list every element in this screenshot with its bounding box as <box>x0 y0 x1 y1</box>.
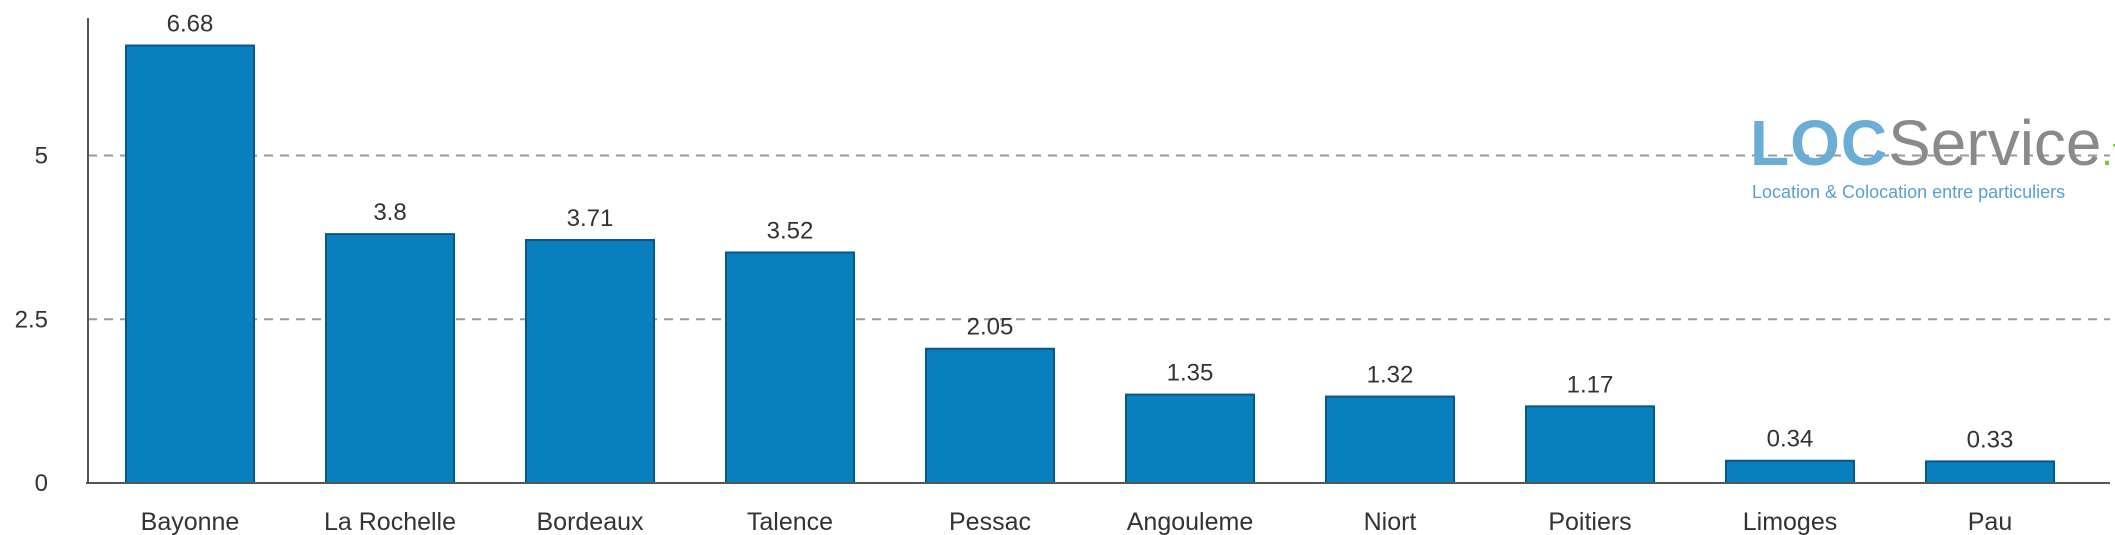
bar-value-label: 3.52 <box>767 217 814 244</box>
bar-value-label: 0.33 <box>1967 426 2014 453</box>
bar-pessac <box>925 347 1055 484</box>
x-category-label: Bordeaux <box>536 508 644 535</box>
x-axis-labels: Bayonne La Rochelle Bordeaux Talence Pessac A… <box>141 508 2013 535</box>
bar-value-label: 1.35 <box>1167 360 1214 387</box>
x-category-label: Talence <box>747 508 833 535</box>
value-labels: 6.68 3.8 3.71 3.52 2.05 1.35 1.32 1.17 0.34 0.33 <box>167 11 2014 454</box>
bar-value-label: 3.8 <box>373 199 406 226</box>
bar-angouleme <box>1125 393 1255 484</box>
x-category-label: Niort <box>1364 508 1417 535</box>
locservice-logo: LOCService.fr Location & Colocation entr… <box>1750 107 2115 202</box>
x-category-label: Angouleme <box>1127 508 1253 535</box>
y-tick-label: 0 <box>35 470 48 497</box>
x-category-label: Pau <box>1968 508 2012 535</box>
bar-bayonne <box>125 44 255 484</box>
x-category-label: La Rochelle <box>324 508 456 535</box>
bar-limoges <box>1725 459 1855 484</box>
bar-talence <box>725 251 855 484</box>
logo-service-text: Service <box>1888 107 2101 179</box>
bar-value-label: 1.17 <box>1567 371 1614 398</box>
x-category-label: Bayonne <box>141 508 240 535</box>
bar-pau <box>1925 460 2055 485</box>
x-category-label: Pessac <box>949 508 1031 535</box>
bar-value-label: 0.34 <box>1767 426 1814 453</box>
x-category-label: Limoges <box>1743 508 1838 535</box>
y-axis-ticks: 02.55 <box>15 143 48 497</box>
bar-value-label: 3.71 <box>567 205 614 232</box>
bar-niort <box>1325 395 1455 484</box>
bar-bordeaux <box>525 239 655 484</box>
x-category-label: Poitiers <box>1548 508 1631 535</box>
bars <box>125 44 2055 485</box>
logo-loc-text: LOC <box>1750 107 1888 179</box>
y-tick-label: 2.5 <box>15 306 48 333</box>
bar-poitiers <box>1525 405 1655 484</box>
bar-la-rochelle <box>325 233 455 484</box>
y-tick-label: 5 <box>35 143 48 170</box>
logo-tagline: Location & Colocation entre particuliers <box>1752 182 2065 202</box>
svg-text:LOCService.fr: LOCService.fr <box>1750 107 2115 179</box>
bar-value-label: 6.68 <box>167 11 214 38</box>
bar-value-label: 2.05 <box>967 314 1014 341</box>
bar-value-label: 1.32 <box>1367 362 1414 389</box>
logo-fr-text: .fr <box>2102 130 2115 174</box>
